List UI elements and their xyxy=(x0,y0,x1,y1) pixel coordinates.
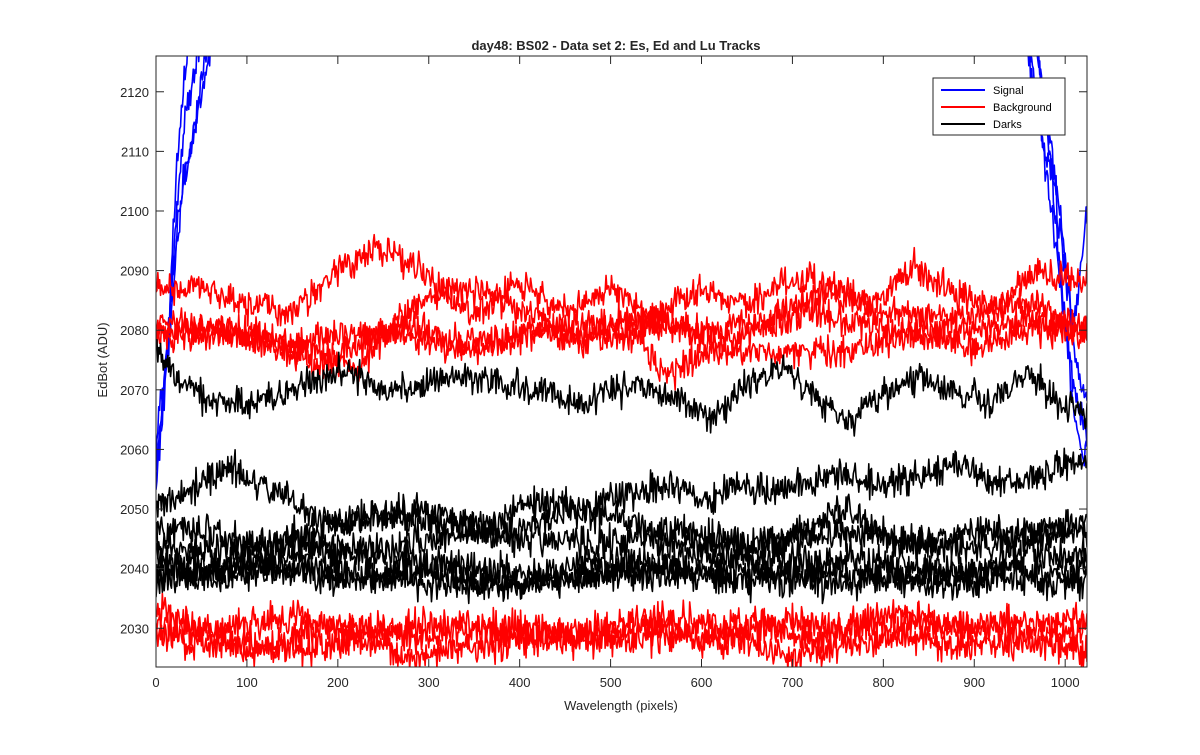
series-line-darks-13 xyxy=(156,447,1087,543)
series-line-background-7 xyxy=(156,310,1087,391)
x-tick-label: 600 xyxy=(691,675,713,690)
chart-title: day48: BS02 - Data set 2: Es, Ed and Lu … xyxy=(471,38,760,53)
series-line-background-11 xyxy=(156,601,1087,662)
y-tick-label: 2090 xyxy=(120,264,149,279)
x-tick-label: 800 xyxy=(872,675,894,690)
legend-label-signal: Signal xyxy=(993,85,1024,97)
series-line-background-10 xyxy=(156,616,1087,667)
y-tick-label: 2040 xyxy=(120,562,149,577)
x-tick-label: 0 xyxy=(152,675,159,690)
series-layer xyxy=(156,56,1087,667)
y-tick-label: 2060 xyxy=(120,442,149,457)
x-tick-label: 200 xyxy=(327,675,349,690)
series-line-background-5 xyxy=(156,233,1087,335)
y-tick-label: 2100 xyxy=(120,204,149,219)
axes-box xyxy=(155,55,1088,668)
x-tick-label: 1000 xyxy=(1051,675,1080,690)
series-line-darks-14 xyxy=(156,492,1087,563)
y-axis-label: EdBot (ADU) xyxy=(95,322,110,397)
x-tick-label: 400 xyxy=(509,675,531,690)
series-line-darks-16 xyxy=(156,531,1087,593)
x-tick-label: 900 xyxy=(963,675,985,690)
x-tick-label: 100 xyxy=(236,675,258,690)
y-tick-label: 2080 xyxy=(120,323,149,338)
y-tick-label: 2110 xyxy=(121,144,149,159)
y-tick-label: 2030 xyxy=(120,621,149,636)
x-tick-label: 500 xyxy=(600,675,622,690)
legend-label-darks: Darks xyxy=(993,119,1022,131)
y-tick-label: 2050 xyxy=(120,502,149,517)
axes-layer: 0 100 200 300 400 500 600 700 800 900 1000 2030 2040… xyxy=(120,55,1088,690)
y-tick-label: 2120 xyxy=(120,85,149,100)
x-tick-label: 300 xyxy=(418,675,440,690)
series-line-darks-18 xyxy=(156,549,1087,605)
series-line-darks-12 xyxy=(156,339,1087,437)
legend-label-background: Background xyxy=(993,102,1052,114)
legend: Signal Background Darks xyxy=(932,77,1066,136)
x-axis-label: Wavelength (pixels) xyxy=(564,698,678,713)
y-tick-label: 2070 xyxy=(120,383,149,398)
x-tick-label: 700 xyxy=(782,675,804,690)
series-line-background-8 xyxy=(156,296,1087,366)
